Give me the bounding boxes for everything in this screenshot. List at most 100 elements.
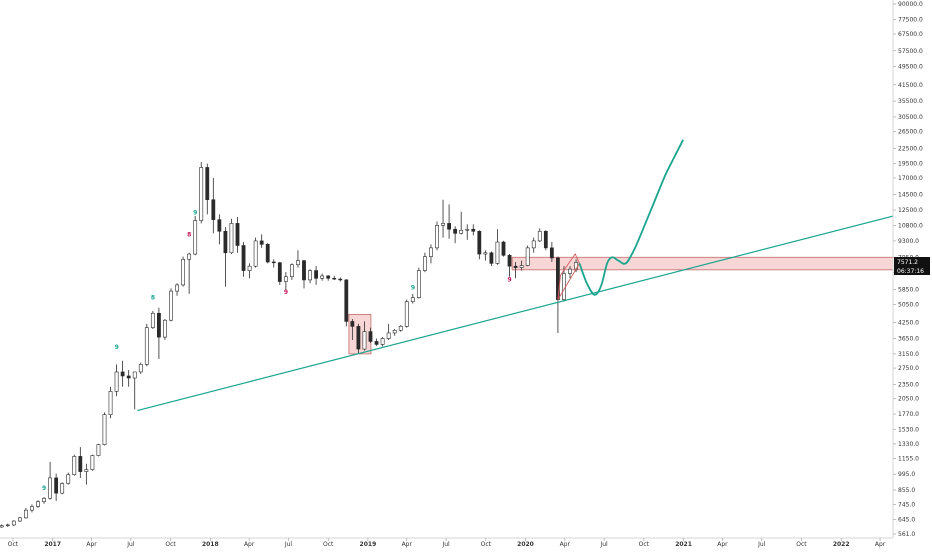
candle-body [332,277,337,280]
candle [410,293,415,304]
candle [169,288,173,322]
y-tick-label: 77500.0 [898,17,923,24]
candle-body [453,228,458,234]
candle-body [429,247,433,257]
price-tags: 7571.2 06:37:16 [894,257,930,275]
y-tick-label: 26500.0 [898,129,923,136]
candle-body [507,255,512,267]
candle-body [568,268,572,274]
candle-body [144,327,149,365]
candle [108,386,113,419]
candle-body [259,240,264,245]
candle [380,337,385,347]
candle [48,461,52,500]
y-tick-label: 35500.0 [898,98,923,105]
y-tick-label: 2350.0 [898,381,919,388]
candle-body [175,284,179,292]
candle [205,163,210,215]
candle-body [283,276,288,282]
x-tick-label: 2020 [517,541,534,548]
candle-body [169,290,173,321]
candle [11,520,16,527]
td-marker: 9 [508,277,512,284]
candle [24,507,28,519]
y-tick-label: 645.0 [898,516,915,523]
candle-body [66,474,71,484]
candles-layer [0,162,578,528]
candle-body [344,279,349,322]
x-tick-label: Jul [126,541,135,548]
candle-body [447,223,451,230]
candle [283,272,288,291]
candle-body [11,520,16,526]
candle-body [465,228,470,231]
candle [398,325,403,332]
candle-body [435,225,439,249]
resistance-zone [511,256,894,271]
candle [435,221,439,251]
candle [181,256,185,287]
x-tick-label: 2019 [360,541,377,548]
candle-body [253,240,258,267]
candle-body [386,332,391,339]
candle-body [157,312,161,338]
candle [223,227,228,287]
candle [513,261,518,279]
candle [489,251,494,267]
x-tick-label: Oct [481,541,492,548]
candle-body [290,264,294,278]
candle-body [120,371,125,377]
candle-body [519,265,524,268]
support-trendline [137,215,894,412]
candle-body [30,506,34,511]
candle [290,263,294,280]
candle [114,364,119,397]
candle [447,204,451,239]
candle-body [36,501,40,507]
candle-body [320,275,325,279]
y-tick-label: 17000.0 [898,175,923,182]
candle-body [302,260,306,281]
candle [362,321,367,351]
candle-body [217,219,222,232]
candle-body [205,167,210,201]
candle [386,323,391,340]
candle-body [423,256,427,271]
time-axis[interactable]: Oct 2017 Apr Jul Oct 2018 Apr Jul Oct 2019 Apr Jul O… [8,538,886,548]
candle [326,275,331,281]
candle-body [229,223,234,254]
y-tick-label: 995.0 [898,471,915,478]
y-tick-label: 19500.0 [898,161,923,168]
candle [302,259,306,289]
y-tick-label: 2750.0 [898,365,919,372]
candle [54,473,59,501]
candle [453,226,458,244]
rising-wedge [557,253,581,300]
candle-body [489,252,494,264]
candle-body [549,247,554,259]
candle-body [308,270,312,281]
y-tick-label: 1330.0 [898,441,919,448]
candle [308,269,312,284]
candle [175,283,179,296]
x-tick-label: 2018 [202,541,219,548]
candle-body [562,273,566,300]
candle-body [410,297,415,302]
candle [392,328,397,336]
candle [138,362,143,374]
candle [241,242,246,277]
x-tick-label: Oct [8,541,19,548]
candle [163,319,167,340]
y-tick-label: 745.0 [898,501,915,508]
candle [144,323,149,367]
current-price-tag-bg [894,257,930,266]
candle [465,224,470,240]
candle [66,472,71,485]
candle-body [404,301,409,327]
candle-body [338,278,343,281]
candle [36,500,40,508]
candle-body [42,497,46,502]
candle [525,245,530,267]
